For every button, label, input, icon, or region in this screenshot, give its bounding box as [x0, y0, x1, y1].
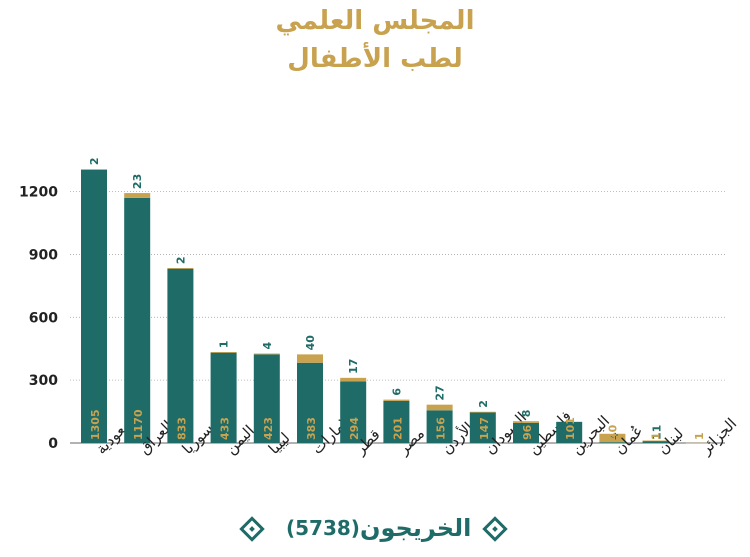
- bar-top-label: 40: [304, 335, 317, 351]
- bar-secondary: [685, 442, 712, 444]
- bar-top-label: 2: [174, 256, 187, 264]
- bar-top-label: 23: [131, 174, 144, 189]
- bar-value-label: 423: [262, 417, 275, 440]
- bar-top-label: 1: [693, 432, 706, 440]
- bar-secondary: [210, 352, 237, 353]
- y-tick-label: 1200: [19, 185, 58, 201]
- bar-primary: [599, 442, 626, 443]
- bar-secondary: [599, 433, 626, 443]
- bar-top-label: 2: [88, 158, 101, 166]
- diamond-icon: [482, 516, 508, 542]
- bar-primary: [383, 400, 410, 443]
- bar-primary: [340, 381, 367, 443]
- bar-top-label: 6: [390, 388, 403, 396]
- bar-secondary: [383, 399, 410, 401]
- bar-value-label: 147: [478, 417, 491, 440]
- bar-value-label: 433: [219, 417, 232, 440]
- bar-top-label: 8: [520, 410, 533, 418]
- bar-secondary: [340, 377, 367, 382]
- y-tick-label: 600: [29, 310, 58, 326]
- bar-top-label: 4: [261, 342, 274, 350]
- bar-value-label: 201: [391, 417, 404, 440]
- bar-value-label: 156: [435, 417, 448, 440]
- bar-top-label: 40: [606, 424, 619, 440]
- bar-primary: [556, 421, 583, 443]
- bar-top-label: 1: [650, 432, 663, 440]
- bar-secondary: [297, 354, 323, 363]
- bar-value-label: 96: [521, 424, 534, 440]
- legend-total: (5738): [286, 516, 360, 540]
- bar-value-label: 4: [607, 432, 620, 440]
- bar-primary: [426, 410, 453, 443]
- bar-primary: [297, 362, 323, 443]
- bar-secondary: [469, 411, 496, 413]
- bar-primary: [124, 197, 151, 443]
- bar-secondary: [167, 268, 194, 269]
- bar-value-label: 294: [348, 417, 361, 440]
- bar-primary: [167, 268, 194, 443]
- legend-label: الخريجون: [360, 514, 472, 542]
- bar-secondary: [513, 421, 539, 423]
- legend: (5738) الخريجون: [0, 508, 750, 548]
- bar-primary: [81, 169, 107, 444]
- bar-top-label: 2: [477, 400, 490, 408]
- bar-primary: [469, 412, 496, 443]
- bar-value-label: 383: [305, 417, 318, 440]
- bar-primary: [642, 440, 669, 443]
- bar-secondary: [124, 193, 151, 198]
- bar-value-label: 833: [175, 417, 188, 440]
- chart-title-line2: لطب الأطفال: [287, 44, 463, 74]
- bar-value-label: 11: [651, 425, 664, 440]
- y-tick-label: 300: [29, 373, 58, 389]
- bar-top-label: 1: [218, 340, 231, 348]
- bar-primary: [253, 354, 280, 443]
- bar-secondary: [81, 169, 107, 170]
- y-tick-label: 0: [48, 436, 58, 452]
- chart-title-line1: المجلس العلمي: [275, 6, 475, 36]
- y-tick-label: 900: [29, 247, 58, 263]
- bar-value-label: 101: [564, 417, 577, 440]
- bar-value-label: 1305: [89, 409, 102, 440]
- bar-top-label: 27: [434, 385, 447, 400]
- bar-primary: [513, 422, 539, 443]
- diamond-icon: [239, 516, 265, 542]
- bar-top-label: 17: [347, 359, 360, 374]
- bar-secondary: [642, 440, 669, 442]
- bar-value-label: 1170: [132, 409, 145, 440]
- bar-primary: [210, 352, 237, 443]
- bar-secondary: [253, 353, 280, 355]
- bar-secondary: [426, 404, 453, 411]
